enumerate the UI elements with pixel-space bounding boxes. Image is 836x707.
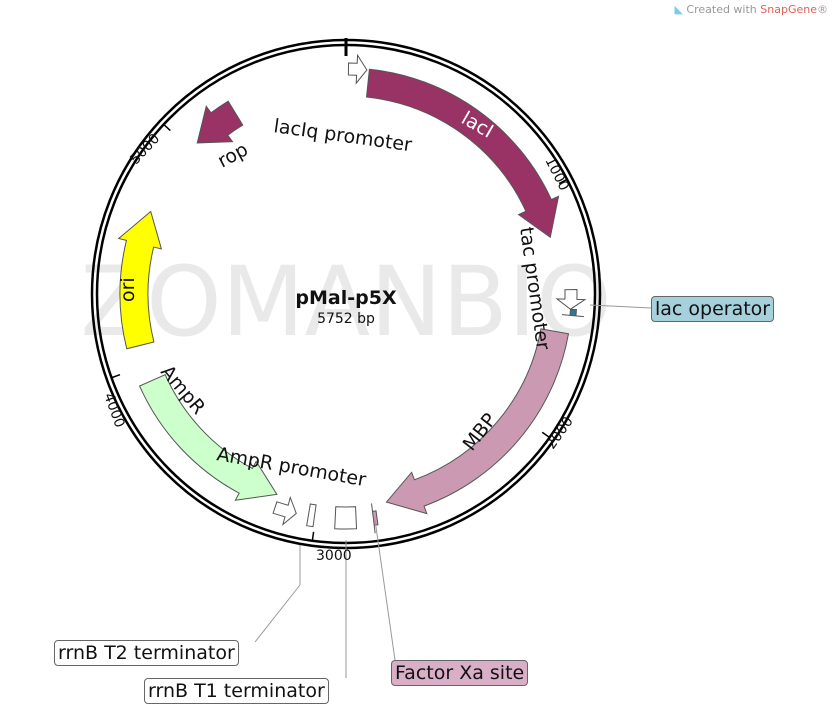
tick-2000 (541, 431, 550, 439)
leader-factor-xa-site (374, 519, 396, 661)
leader-rrnb-t2-terminator (254, 584, 301, 643)
tick-5000 (163, 123, 171, 132)
tick-label-5000: 5000 (127, 131, 163, 168)
watermark: ZOMANBIO (80, 246, 611, 358)
plasmid-length: 5752 bp (317, 311, 375, 327)
feature-laciq-promoter (347, 53, 368, 85)
feature-factor-xa-site (371, 503, 379, 534)
feature-ampr (138, 373, 278, 501)
tick-1000 (558, 178, 568, 185)
callout-factor-xa-site[interactable]: Factor Xa site (391, 660, 529, 686)
feature-ori (117, 210, 163, 350)
tick-label-3000: 3000 (316, 548, 352, 564)
feature-ampr-promoter (272, 495, 297, 526)
callout-rrnb-t2-terminator[interactable]: rrnB T2 terminator (54, 640, 239, 666)
feature-tac-promoter (555, 288, 587, 310)
plasmid-name: pMal-p5X (295, 287, 397, 309)
feature-laci (365, 68, 560, 239)
label-ori: ori (117, 277, 139, 302)
tick-label-2000: 2000 (543, 414, 577, 452)
snapgene-logo-icon: ◣ (674, 3, 683, 16)
feature-mbp (385, 328, 570, 515)
leader-lac-operator (589, 304, 652, 309)
feature-rrnb-t2-terminator (306, 503, 317, 528)
snapgene-credit: ◣ Created with SnapGene® (674, 3, 828, 16)
tick-3000 (311, 531, 315, 541)
label-laciq-promoter: lacIq promoter (272, 115, 413, 156)
callout-rrnb-t1-terminator[interactable]: rrnB T1 terminator (144, 678, 329, 704)
label-rop: rop (214, 138, 252, 172)
callout-lac-operator[interactable]: lac operator (651, 296, 775, 322)
feature-rrnb-t1-terminator (334, 506, 358, 530)
tick-label-4000: 4000 (100, 391, 127, 430)
tick-4000 (111, 374, 121, 379)
feature-lac-operator (561, 308, 584, 318)
feature-rop (196, 100, 244, 144)
